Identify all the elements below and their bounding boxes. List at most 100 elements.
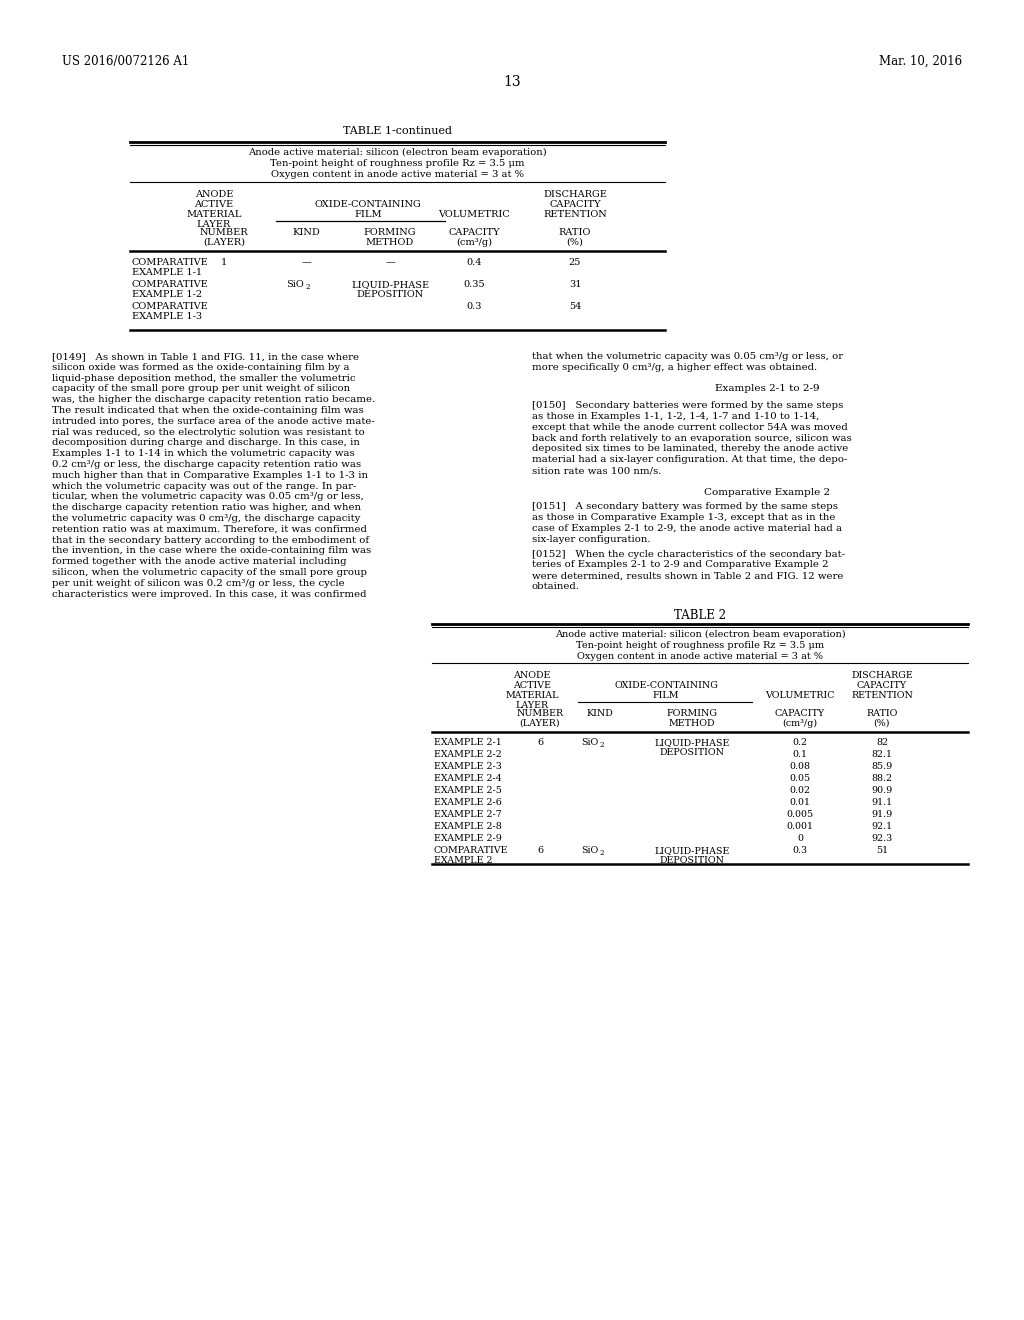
Text: —: — xyxy=(385,257,395,267)
Text: VOLUMETRIC: VOLUMETRIC xyxy=(438,210,510,219)
Text: NUMBER: NUMBER xyxy=(200,228,248,238)
Text: 1: 1 xyxy=(221,257,227,267)
Text: 0.08: 0.08 xyxy=(790,762,811,771)
Text: TABLE 2: TABLE 2 xyxy=(674,609,726,622)
Text: the volumetric capacity was 0 cm³/g, the discharge capacity: the volumetric capacity was 0 cm³/g, the… xyxy=(52,513,360,523)
Text: case of Examples 2-1 to 2-9, the anode active material had a: case of Examples 2-1 to 2-9, the anode a… xyxy=(532,524,842,533)
Text: 0.2 cm³/g or less, the discharge capacity retention ratio was: 0.2 cm³/g or less, the discharge capacit… xyxy=(52,459,361,469)
Text: the discharge capacity retention ratio was higher, and when: the discharge capacity retention ratio w… xyxy=(52,503,361,512)
Text: were determined, results shown in Table 2 and FIG. 12 were: were determined, results shown in Table … xyxy=(532,572,844,581)
Text: CAPACITY: CAPACITY xyxy=(449,228,500,238)
Text: was, the higher the discharge capacity retention ratio became.: was, the higher the discharge capacity r… xyxy=(52,395,375,404)
Text: RATIO: RATIO xyxy=(866,709,898,718)
Text: 13: 13 xyxy=(503,75,521,88)
Text: 82.1: 82.1 xyxy=(871,750,893,759)
Text: (cm³/g): (cm³/g) xyxy=(782,719,817,727)
Text: Ten-point height of roughness profile Rz = 3.5 μm: Ten-point height of roughness profile Rz… xyxy=(270,158,524,168)
Text: CAPACITY: CAPACITY xyxy=(775,709,825,718)
Text: sition rate was 100 nm/s.: sition rate was 100 nm/s. xyxy=(532,466,662,475)
Text: 0.05: 0.05 xyxy=(790,774,811,783)
Text: Comparative Example 2: Comparative Example 2 xyxy=(703,487,830,496)
Text: EXAMPLE 2-9: EXAMPLE 2-9 xyxy=(434,834,502,842)
Text: 2: 2 xyxy=(599,741,603,748)
Text: LAYER: LAYER xyxy=(515,701,549,710)
Text: six-layer configuration.: six-layer configuration. xyxy=(532,535,650,544)
Text: [0149]   As shown in Table 1 and FIG. 11, in the case where: [0149] As shown in Table 1 and FIG. 11, … xyxy=(52,352,359,360)
Text: FILM: FILM xyxy=(354,210,382,219)
Text: EXAMPLE 2-6: EXAMPLE 2-6 xyxy=(434,797,502,807)
Text: SiO: SiO xyxy=(581,738,598,747)
Text: 90.9: 90.9 xyxy=(871,785,893,795)
Text: EXAMPLE 2-5: EXAMPLE 2-5 xyxy=(434,785,502,795)
Text: OXIDE-CONTAINING: OXIDE-CONTAINING xyxy=(314,201,421,209)
Text: 0.01: 0.01 xyxy=(790,797,811,807)
Text: KIND: KIND xyxy=(587,709,613,718)
Text: FORMING: FORMING xyxy=(667,709,718,718)
Text: 0: 0 xyxy=(797,834,803,842)
Text: EXAMPLE 2-1: EXAMPLE 2-1 xyxy=(434,738,502,747)
Text: 0.001: 0.001 xyxy=(786,822,813,830)
Text: (%): (%) xyxy=(873,719,890,727)
Text: silicon oxide was formed as the oxide-containing film by a: silicon oxide was formed as the oxide-co… xyxy=(52,363,349,372)
Text: retention ratio was at maximum. Therefore, it was confirmed: retention ratio was at maximum. Therefor… xyxy=(52,525,367,533)
Text: Oxygen content in anode active material = 3 at %: Oxygen content in anode active material … xyxy=(271,170,524,180)
Text: 91.1: 91.1 xyxy=(871,797,893,807)
Text: DEPOSITION: DEPOSITION xyxy=(659,855,725,865)
Text: [0150]   Secondary batteries were formed by the same steps: [0150] Secondary batteries were formed b… xyxy=(532,401,844,411)
Text: (LAYER): (LAYER) xyxy=(520,719,560,727)
Text: OXIDE-CONTAINING: OXIDE-CONTAINING xyxy=(614,681,718,690)
Text: 92.1: 92.1 xyxy=(871,822,893,830)
Text: 85.9: 85.9 xyxy=(871,762,893,771)
Text: ACTIVE: ACTIVE xyxy=(195,201,233,209)
Text: 91.9: 91.9 xyxy=(871,809,893,818)
Text: COMPARATIVE: COMPARATIVE xyxy=(132,302,209,312)
Text: RETENTION: RETENTION xyxy=(543,210,607,219)
Text: 0.3: 0.3 xyxy=(466,302,481,312)
Text: 0.3: 0.3 xyxy=(793,846,808,855)
Text: VOLUMETRIC: VOLUMETRIC xyxy=(765,690,835,700)
Text: 0.02: 0.02 xyxy=(790,785,811,795)
Text: COMPARATIVE: COMPARATIVE xyxy=(434,846,509,855)
Text: CAPACITY: CAPACITY xyxy=(549,201,601,209)
Text: EXAMPLE 2-4: EXAMPLE 2-4 xyxy=(434,774,502,783)
Text: 6: 6 xyxy=(537,846,543,855)
Text: [0152]   When the cycle characteristics of the secondary bat-: [0152] When the cycle characteristics of… xyxy=(532,549,845,558)
Text: MATERIAL: MATERIAL xyxy=(505,690,559,700)
Text: much higher than that in Comparative Examples 1-1 to 1-3 in: much higher than that in Comparative Exa… xyxy=(52,471,368,479)
Text: 51: 51 xyxy=(876,846,888,855)
Text: SiO: SiO xyxy=(287,280,304,289)
Text: decomposition during charge and discharge. In this case, in: decomposition during charge and discharg… xyxy=(52,438,359,447)
Text: EXAMPLE 2-3: EXAMPLE 2-3 xyxy=(434,762,502,771)
Text: teries of Examples 2-1 to 2-9 and Comparative Example 2: teries of Examples 2-1 to 2-9 and Compar… xyxy=(532,561,828,569)
Text: formed together with the anode active material including: formed together with the anode active ma… xyxy=(52,557,346,566)
Text: EXAMPLE 2-7: EXAMPLE 2-7 xyxy=(434,809,502,818)
Text: 0.2: 0.2 xyxy=(793,738,808,747)
Text: (cm³/g): (cm³/g) xyxy=(456,238,492,247)
Text: RATIO: RATIO xyxy=(559,228,591,238)
Text: 0.1: 0.1 xyxy=(793,750,808,759)
Text: ANODE: ANODE xyxy=(195,190,233,199)
Text: COMPARATIVE: COMPARATIVE xyxy=(132,280,209,289)
Text: EXAMPLE 2-2: EXAMPLE 2-2 xyxy=(434,750,502,759)
Text: The result indicated that when the oxide-containing film was: The result indicated that when the oxide… xyxy=(52,407,364,414)
Text: 2: 2 xyxy=(305,282,309,290)
Text: more specifically 0 cm³/g, a higher effect was obtained.: more specifically 0 cm³/g, a higher effe… xyxy=(532,363,817,372)
Text: rial was reduced, so the electrolytic solution was resistant to: rial was reduced, so the electrolytic so… xyxy=(52,428,365,437)
Text: 0.4: 0.4 xyxy=(466,257,481,267)
Text: [0151]   A secondary battery was formed by the same steps: [0151] A secondary battery was formed by… xyxy=(532,503,838,511)
Text: DEPOSITION: DEPOSITION xyxy=(356,290,424,300)
Text: intruded into pores, the surface area of the anode active mate-: intruded into pores, the surface area of… xyxy=(52,417,375,426)
Text: that when the volumetric capacity was 0.05 cm³/g or less, or: that when the volumetric capacity was 0.… xyxy=(532,352,843,360)
Text: EXAMPLE 1-2: EXAMPLE 1-2 xyxy=(132,290,202,300)
Text: as those in Comparative Example 1-3, except that as in the: as those in Comparative Example 1-3, exc… xyxy=(532,513,836,523)
Text: liquid-phase deposition method, the smaller the volumetric: liquid-phase deposition method, the smal… xyxy=(52,374,355,383)
Text: DISCHARGE: DISCHARGE xyxy=(851,671,912,680)
Text: US 2016/0072126 A1: US 2016/0072126 A1 xyxy=(62,55,189,69)
Text: obtained.: obtained. xyxy=(532,582,580,591)
Text: LIQUID-PHASE: LIQUID-PHASE xyxy=(654,738,730,747)
Text: RETENTION: RETENTION xyxy=(851,690,913,700)
Text: Oxygen content in anode active material = 3 at %: Oxygen content in anode active material … xyxy=(577,652,823,661)
Text: Examples 1-1 to 1-14 in which the volumetric capacity was: Examples 1-1 to 1-14 in which the volume… xyxy=(52,449,354,458)
Text: Anode active material: silicon (electron beam evaporation): Anode active material: silicon (electron… xyxy=(248,148,547,157)
Text: 0.35: 0.35 xyxy=(463,280,484,289)
